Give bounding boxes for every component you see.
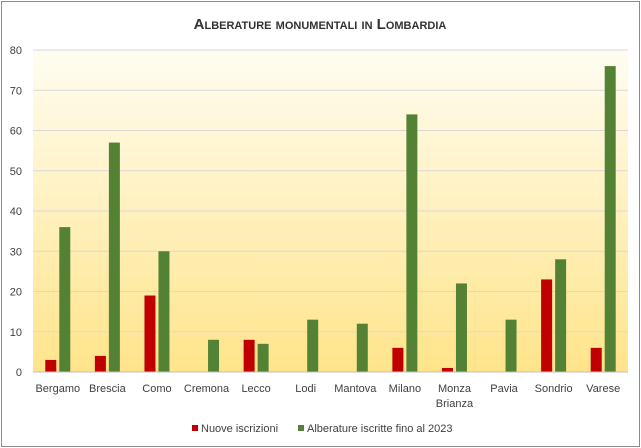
x-axis-labels: Bergamo Brescia Como Cremona Lecco Lodi Mantov… [35, 383, 620, 410]
x-category-label: Lecco [241, 383, 270, 395]
chart-title: Alberature monumentali in Lombardia [194, 16, 447, 33]
x-category-label: Brescia [89, 383, 127, 395]
bar-nuove-iscrizioni [45, 359, 57, 372]
legend-label: Alberature iscritte fino al 2023 [307, 423, 453, 435]
bar-alberature-iscritte [257, 343, 269, 372]
x-category-label: Pavia [490, 383, 518, 395]
bar-alberature-iscritte [307, 319, 319, 372]
y-tick-label: 0 [16, 367, 22, 379]
legend-label: Nuove iscrizioni [201, 423, 278, 435]
x-category-label: Mantova [334, 383, 377, 395]
x-category-label: Monza [438, 383, 472, 395]
bar-alberature-iscritte [208, 339, 220, 372]
bar-nuove-iscrizioni [144, 295, 156, 372]
x-category-label: Brianza [436, 398, 474, 410]
bar-nuove-iscrizioni [94, 355, 106, 372]
x-category-label: Lodi [295, 383, 316, 395]
legend-swatch [192, 425, 198, 431]
gridlines [33, 49, 628, 333]
bar-alberature-iscritte [455, 283, 467, 372]
y-tick-label: 50 [10, 166, 22, 178]
y-tick-label: 60 [10, 126, 22, 138]
y-tick-label: 20 [10, 287, 22, 299]
bar-nuove-iscrizioni [243, 339, 255, 372]
y-tick-label: 10 [10, 327, 22, 339]
bar-nuove-iscrizioni [590, 347, 602, 372]
y-axis-ticks: 0 10 20 30 40 50 60 70 80 [10, 45, 22, 379]
legend-swatch [298, 425, 304, 431]
bar-alberature-iscritte [604, 66, 616, 372]
x-category-label: Varese [586, 383, 620, 395]
y-tick-label: 80 [10, 45, 22, 57]
y-tick-label: 30 [10, 246, 22, 258]
bar-nuove-iscrizioni [441, 367, 453, 372]
x-category-label: Cremona [184, 383, 230, 395]
y-tick-label: 70 [10, 85, 22, 97]
bar-alberature-iscritte [108, 142, 120, 372]
legend: Nuove iscrizioni Alberature iscritte fino… [192, 423, 453, 435]
bar-alberature-iscritte [356, 323, 368, 372]
bar-nuove-iscrizioni [541, 279, 553, 372]
bar-nuove-iscrizioni [392, 347, 404, 372]
x-category-label: Como [142, 383, 171, 395]
bar-alberature-iscritte [505, 319, 517, 372]
bar-alberature-iscritte [158, 251, 170, 372]
bar-alberature-iscritte [59, 227, 71, 372]
x-category-label: Sondrio [535, 383, 573, 395]
bar-alberature-iscritte [406, 114, 418, 373]
x-category-label: Milano [389, 383, 421, 395]
x-category-label: Bergamo [35, 383, 80, 395]
y-tick-label: 40 [10, 206, 22, 218]
bars [45, 66, 616, 373]
bar-alberature-iscritte [555, 259, 567, 372]
